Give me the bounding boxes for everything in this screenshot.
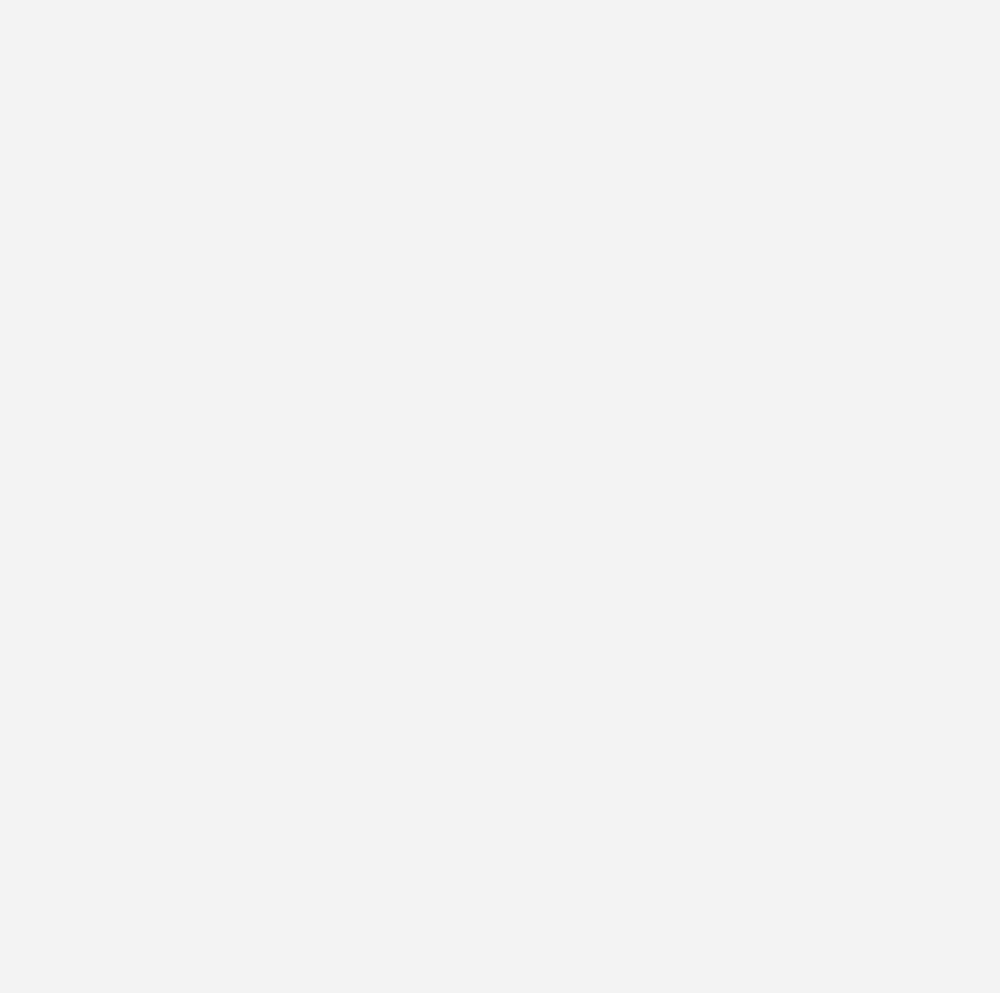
nomograph-stage — [0, 0, 1000, 993]
nomograph-svg — [0, 0, 1000, 993]
